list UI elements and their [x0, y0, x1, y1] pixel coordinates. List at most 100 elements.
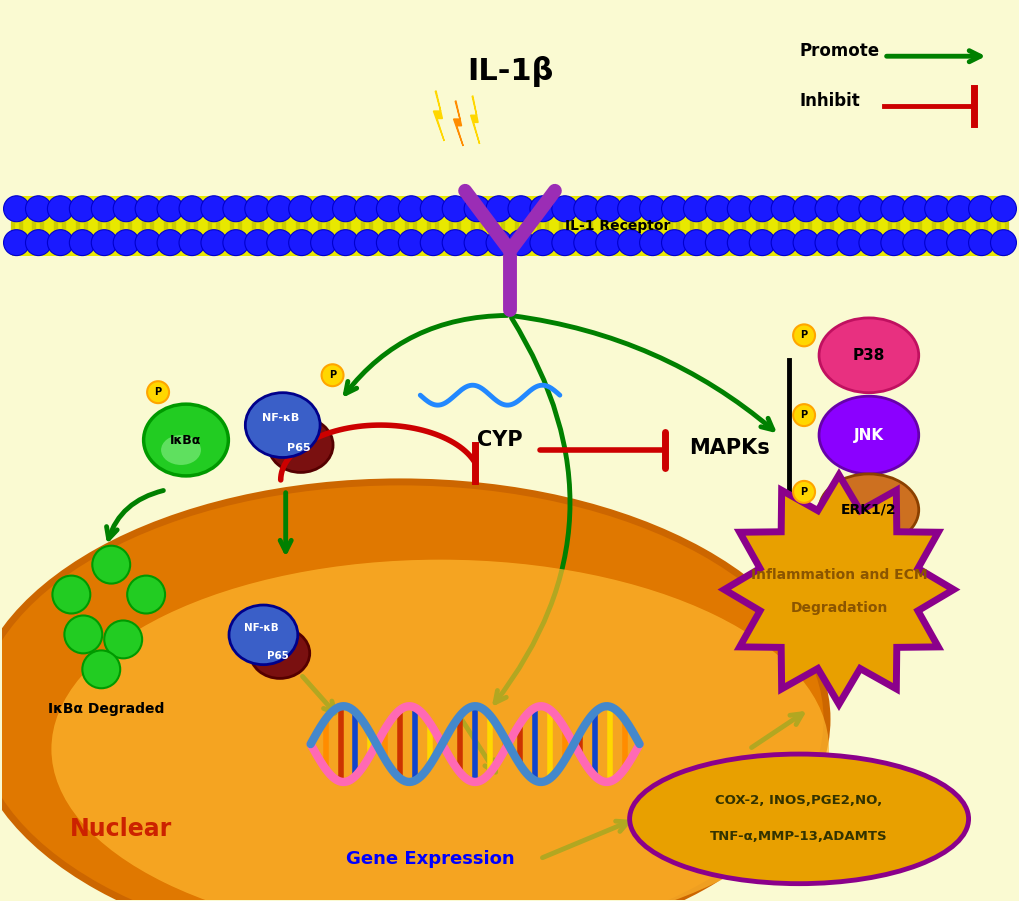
Circle shape: [420, 196, 445, 222]
Text: IL-1β: IL-1β: [467, 56, 552, 86]
Circle shape: [420, 230, 445, 256]
Circle shape: [924, 196, 950, 222]
Circle shape: [48, 230, 73, 256]
Circle shape: [727, 230, 752, 256]
Circle shape: [814, 196, 840, 222]
Circle shape: [946, 230, 971, 256]
Circle shape: [968, 230, 994, 256]
Text: NF-κB: NF-κB: [244, 623, 278, 633]
Circle shape: [136, 196, 161, 222]
Circle shape: [25, 230, 51, 256]
Circle shape: [793, 481, 814, 503]
Circle shape: [311, 196, 336, 222]
Circle shape: [486, 196, 512, 222]
Circle shape: [376, 230, 401, 256]
Circle shape: [157, 196, 182, 222]
Circle shape: [968, 196, 994, 222]
Circle shape: [442, 196, 468, 222]
Text: P38: P38: [852, 348, 884, 363]
Circle shape: [683, 196, 708, 222]
Circle shape: [770, 230, 796, 256]
Ellipse shape: [818, 318, 918, 393]
Text: TNF-α,MMP-13,ADAMTS: TNF-α,MMP-13,ADAMTS: [709, 831, 888, 843]
Circle shape: [793, 405, 814, 426]
Circle shape: [332, 230, 358, 256]
Text: P: P: [154, 387, 161, 397]
Text: P65: P65: [267, 651, 288, 661]
Text: Inflammation and ECM: Inflammation and ECM: [750, 568, 926, 582]
Circle shape: [814, 230, 840, 256]
Circle shape: [288, 196, 314, 222]
Circle shape: [946, 196, 971, 222]
Circle shape: [179, 230, 205, 256]
Circle shape: [83, 651, 120, 688]
Ellipse shape: [0, 482, 826, 901]
Text: IκBα: IκBα: [170, 433, 202, 447]
Circle shape: [639, 230, 664, 256]
Text: P65: P65: [286, 443, 310, 453]
Circle shape: [92, 196, 117, 222]
Circle shape: [267, 196, 292, 222]
Circle shape: [661, 230, 687, 256]
Circle shape: [858, 230, 883, 256]
Text: Nuclear: Nuclear: [70, 817, 172, 841]
Circle shape: [727, 196, 752, 222]
Text: Degradation: Degradation: [790, 600, 887, 614]
Circle shape: [639, 196, 664, 222]
Circle shape: [157, 230, 182, 256]
Ellipse shape: [246, 393, 320, 458]
Text: ERK1/2: ERK1/2: [841, 503, 896, 517]
Circle shape: [223, 196, 249, 222]
Circle shape: [880, 230, 906, 256]
Circle shape: [267, 230, 292, 256]
Circle shape: [398, 230, 424, 256]
Ellipse shape: [629, 754, 968, 884]
Circle shape: [618, 230, 643, 256]
Text: NF-κB: NF-κB: [262, 413, 299, 423]
Ellipse shape: [818, 396, 918, 474]
Circle shape: [376, 196, 401, 222]
Text: COX-2, INOS,PGE2,NO,: COX-2, INOS,PGE2,NO,: [714, 795, 881, 807]
Circle shape: [464, 230, 489, 256]
Circle shape: [311, 230, 336, 256]
Circle shape: [793, 196, 818, 222]
Circle shape: [530, 196, 555, 222]
Circle shape: [113, 230, 139, 256]
Circle shape: [574, 230, 599, 256]
Circle shape: [902, 230, 927, 256]
Text: Inhibit: Inhibit: [798, 92, 859, 110]
Ellipse shape: [229, 605, 298, 665]
Circle shape: [880, 196, 906, 222]
Text: P: P: [329, 370, 336, 380]
Circle shape: [837, 230, 862, 256]
Circle shape: [924, 230, 950, 256]
Circle shape: [355, 196, 380, 222]
Polygon shape: [453, 101, 463, 146]
Ellipse shape: [268, 417, 333, 472]
Text: P: P: [800, 487, 807, 496]
Circle shape: [355, 230, 380, 256]
Ellipse shape: [161, 435, 201, 465]
Circle shape: [507, 196, 533, 222]
Circle shape: [136, 230, 161, 256]
Circle shape: [618, 196, 643, 222]
Text: IL-1 Receptor: IL-1 Receptor: [565, 219, 669, 232]
Circle shape: [530, 230, 555, 256]
Circle shape: [127, 576, 165, 614]
Circle shape: [3, 196, 30, 222]
Circle shape: [223, 230, 249, 256]
Circle shape: [245, 196, 270, 222]
Polygon shape: [433, 91, 443, 141]
Circle shape: [52, 576, 91, 614]
Ellipse shape: [250, 628, 310, 678]
Circle shape: [551, 230, 577, 256]
Circle shape: [793, 230, 818, 256]
Circle shape: [770, 196, 796, 222]
Circle shape: [147, 381, 169, 403]
Circle shape: [64, 615, 102, 653]
Circle shape: [321, 364, 343, 387]
Ellipse shape: [818, 474, 918, 546]
Circle shape: [683, 230, 708, 256]
Circle shape: [201, 196, 226, 222]
Circle shape: [92, 546, 130, 584]
